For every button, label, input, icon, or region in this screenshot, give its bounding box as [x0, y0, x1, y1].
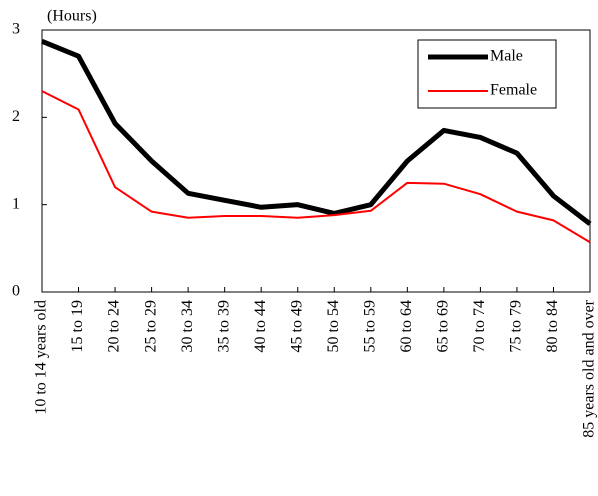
x-tick-label: 40 to 44: [252, 300, 269, 352]
line-series: [41, 39, 592, 226]
y-tick-label: 2: [12, 108, 20, 125]
x-tick-label: 25 to 29: [142, 300, 159, 352]
x-tick-label: 75 to 79: [508, 300, 525, 352]
legend-label: Male: [490, 48, 523, 65]
x-tick-label: 45 to 49: [288, 300, 305, 352]
legend-label: Female: [490, 82, 537, 99]
y-tick-label: 0: [12, 283, 20, 300]
x-tick-label: 15 to 19: [69, 300, 86, 352]
y-tick-label: 3: [12, 21, 20, 38]
x-tick-label: 70 to 74: [471, 300, 488, 352]
x-tick-label: 85 years old and over: [581, 299, 598, 437]
legend-box: [417, 39, 557, 109]
x-tick-label: 35 to 39: [215, 300, 232, 352]
y-tick-label: 1: [12, 195, 20, 212]
x-tick-label: 20 to 24: [106, 300, 123, 352]
x-tick-label: 60 to 64: [398, 300, 415, 352]
y-axis-label: (Hours): [47, 8, 97, 25]
plot-frame: [41, 29, 591, 293]
line-series: [41, 90, 591, 244]
x-tick-label: 80 to 84: [544, 300, 561, 352]
x-tick-label: 65 to 69: [435, 300, 452, 352]
x-tick-label: 55 to 59: [361, 300, 378, 352]
x-tick-label: 10 to 14 years old: [33, 300, 50, 415]
x-tick-label: 30 to 34: [179, 300, 196, 352]
x-tick-label: 50 to 54: [325, 300, 342, 352]
